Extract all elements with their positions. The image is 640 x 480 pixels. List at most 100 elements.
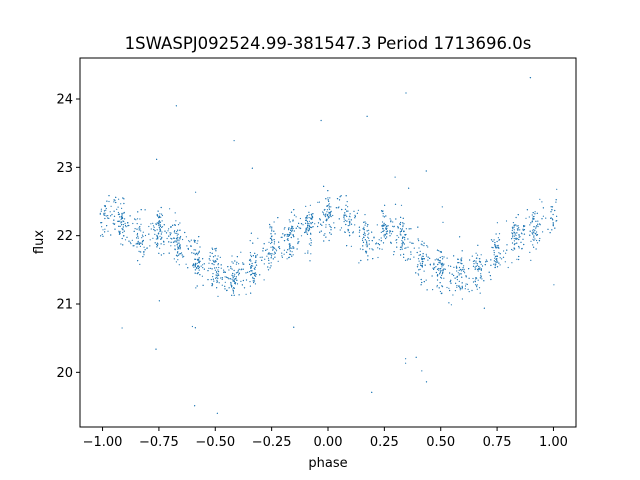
data-point — [144, 209, 146, 211]
data-point — [538, 240, 541, 242]
data-point — [272, 247, 274, 249]
data-point — [369, 248, 371, 250]
data-point — [380, 231, 382, 233]
data-point — [438, 269, 440, 271]
data-point — [289, 253, 291, 255]
data-point — [217, 264, 219, 266]
data-point — [212, 273, 214, 275]
data-point — [221, 278, 223, 280]
data-point — [120, 218, 122, 220]
data-point — [292, 219, 294, 221]
data-point — [362, 239, 364, 242]
data-point — [249, 252, 251, 254]
data-point — [512, 227, 514, 229]
data-point — [295, 216, 297, 218]
data-point — [550, 206, 552, 208]
data-point — [210, 267, 212, 269]
data-point — [327, 214, 329, 216]
data-point — [132, 222, 134, 225]
data-point — [202, 258, 204, 260]
data-point — [346, 201, 348, 203]
data-point — [216, 275, 219, 277]
data-point — [213, 280, 215, 282]
data-point — [184, 231, 186, 234]
data-point — [460, 270, 462, 272]
data-point — [137, 243, 139, 245]
data-point — [454, 290, 456, 292]
data-point — [476, 264, 478, 266]
data-point — [135, 243, 137, 245]
data-point — [497, 244, 499, 247]
data-point — [298, 222, 300, 224]
data-point — [235, 276, 237, 278]
data-point — [214, 269, 216, 271]
data-point — [434, 259, 436, 261]
data-point — [141, 240, 144, 242]
data-point — [478, 265, 480, 268]
data-point — [475, 262, 477, 264]
data-point — [451, 273, 453, 275]
data-point — [104, 231, 106, 233]
data-point — [405, 92, 407, 94]
data-point — [367, 234, 369, 236]
data-point — [255, 260, 257, 262]
data-point — [383, 222, 385, 224]
data-point — [212, 276, 214, 278]
data-point — [358, 231, 360, 233]
data-point — [330, 206, 332, 208]
data-point — [106, 225, 108, 227]
data-point — [400, 216, 402, 218]
data-point — [113, 201, 115, 203]
data-point — [405, 358, 407, 360]
data-point — [417, 273, 419, 275]
data-point — [450, 279, 452, 281]
data-point — [291, 255, 293, 257]
data-point — [250, 254, 252, 256]
data-point — [458, 274, 460, 276]
data-point — [457, 258, 459, 260]
data-point — [153, 228, 155, 231]
data-point — [475, 257, 478, 259]
data-point — [529, 77, 532, 79]
data-point — [121, 217, 123, 220]
data-point — [405, 362, 407, 364]
data-point — [449, 272, 451, 274]
data-point — [197, 240, 199, 242]
data-point — [110, 234, 112, 236]
data-point — [518, 258, 520, 261]
data-point — [179, 238, 181, 240]
data-point — [354, 214, 356, 216]
data-point — [259, 274, 261, 276]
data-point — [196, 262, 198, 264]
data-point — [193, 266, 195, 268]
data-point — [364, 224, 366, 226]
data-point — [191, 325, 193, 328]
data-point — [382, 212, 384, 215]
data-point — [319, 231, 321, 233]
data-point — [440, 270, 442, 272]
data-point — [161, 226, 163, 228]
data-point — [252, 277, 254, 279]
data-point — [523, 233, 526, 235]
data-point — [177, 233, 179, 235]
data-point — [252, 280, 254, 282]
data-point — [461, 285, 463, 287]
data-point — [436, 284, 438, 287]
data-point — [504, 261, 506, 263]
data-point — [455, 282, 457, 284]
data-point — [386, 233, 388, 235]
data-point — [329, 208, 331, 210]
data-point — [518, 255, 520, 258]
data-point — [143, 252, 145, 254]
data-point — [302, 224, 304, 226]
data-point — [474, 280, 476, 282]
data-point — [141, 234, 144, 236]
data-point — [513, 240, 516, 242]
data-point — [366, 230, 368, 232]
data-point — [307, 225, 309, 227]
data-point — [422, 253, 424, 255]
data-point — [142, 256, 144, 258]
data-point — [436, 275, 439, 277]
data-point — [506, 244, 508, 246]
data-point — [310, 242, 312, 244]
